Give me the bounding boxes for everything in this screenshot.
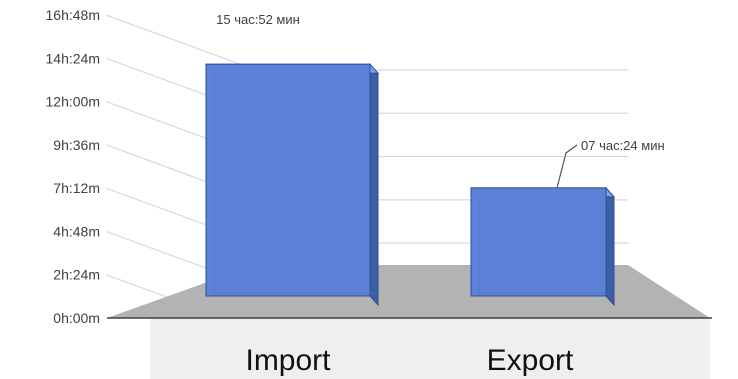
- bars: [204, 62, 616, 307]
- data-label-leader: [556, 144, 578, 189]
- category-axis: Import Export: [245, 344, 574, 377]
- chart-floor: [107, 265, 710, 379]
- bar-side-export: [605, 186, 615, 307]
- data-label: 07 час:24 мин: [581, 138, 665, 153]
- y-tick-label: 0h:00m: [53, 310, 100, 326]
- y-tick-label: 7h:12m: [53, 180, 100, 196]
- floor-plane: [107, 265, 710, 318]
- y-tick-label: 14h:24m: [46, 50, 100, 66]
- bar-side-import: [369, 62, 379, 307]
- data-label: 15 час:52 мин: [216, 12, 300, 27]
- category-band: [150, 318, 710, 379]
- y-tick-label: 12h:00m: [46, 94, 100, 110]
- bar-export: [470, 187, 607, 297]
- y-tick-label: 9h:36m: [53, 137, 100, 153]
- category-label: Import: [245, 344, 331, 377]
- gridline: [105, 14, 628, 71]
- category-label: Export: [487, 344, 574, 377]
- data-labels: 15 час:52 мин 07 час:24 мин: [216, 12, 665, 189]
- y-tick-label: 16h:48m: [46, 7, 100, 23]
- y-tick-label: 4h:48m: [53, 223, 100, 239]
- y-tick-label: 2h:24m: [53, 267, 100, 283]
- bar-inner-edge: [213, 73, 374, 294]
- bar-inner-edge: [478, 196, 610, 294]
- y-axis: 0h:00m 2h:24m 4h:48m 7h:12m 9h:36m 12h:00m 14h…: [46, 7, 712, 326]
- bar-import: [205, 63, 371, 297]
